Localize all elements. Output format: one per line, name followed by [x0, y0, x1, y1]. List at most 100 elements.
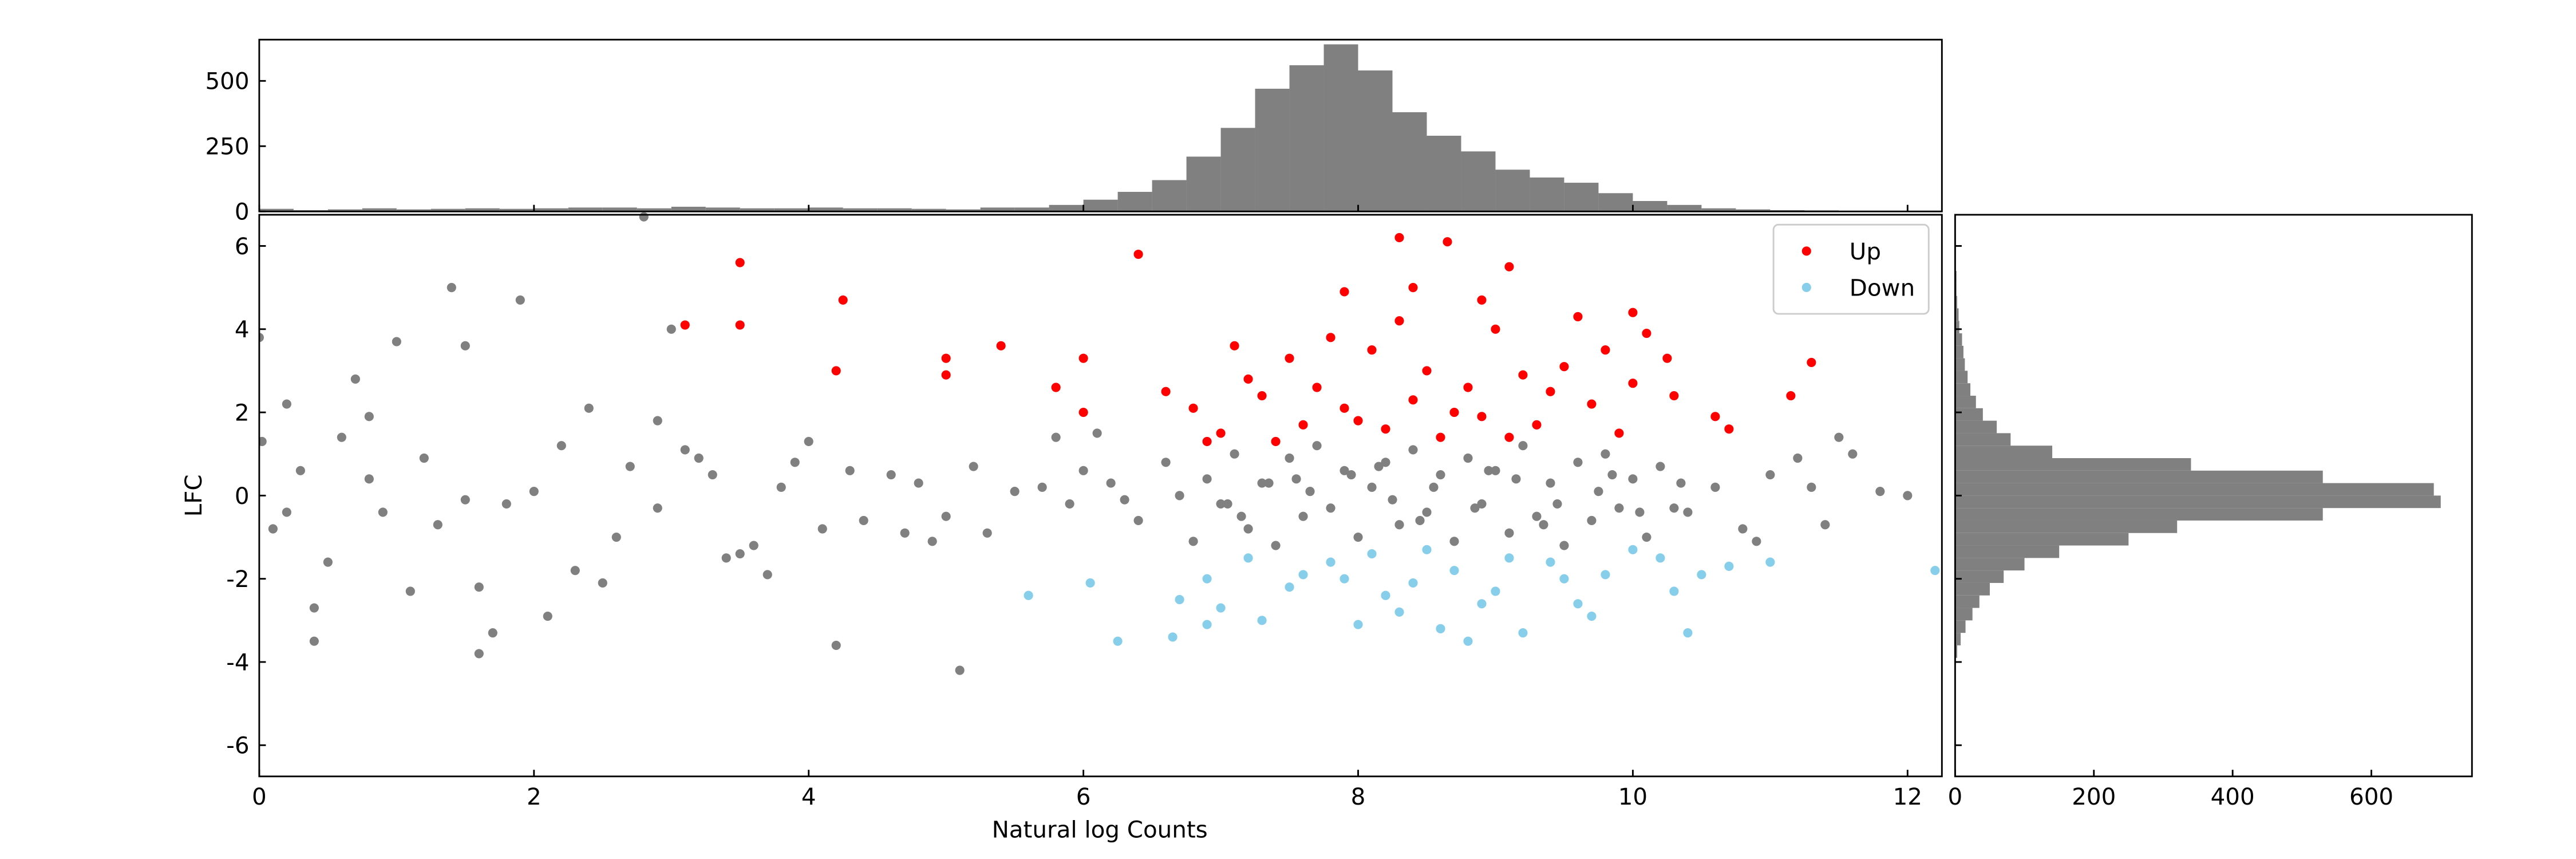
- point: [804, 436, 813, 447]
- point: [625, 462, 635, 471]
- point: [1607, 470, 1617, 480]
- hist-bar: [1358, 70, 1393, 212]
- point: [1628, 474, 1638, 484]
- point: [1807, 482, 1816, 492]
- point: [1491, 324, 1500, 334]
- hist-bar: [1955, 358, 1965, 371]
- point: [1264, 478, 1274, 488]
- hist-bar: [1955, 345, 1963, 358]
- point: [556, 441, 566, 451]
- point: [1257, 478, 1267, 488]
- point: [859, 515, 868, 526]
- hist-bar: [1955, 470, 2323, 483]
- point: [1628, 545, 1638, 554]
- hist-bar: [327, 209, 362, 212]
- point: [1635, 507, 1645, 517]
- panel-frame: [258, 38, 1943, 212]
- point: [309, 603, 319, 613]
- point: [996, 341, 1006, 350]
- hist-bar: [1955, 608, 1973, 621]
- point: [1875, 487, 1885, 497]
- hist-bar: [843, 208, 878, 212]
- x-tick-label: 400: [2211, 783, 2255, 810]
- hist-bar: [1633, 200, 1668, 212]
- hist-bar: [396, 209, 431, 212]
- hist-bar: [1955, 308, 1959, 321]
- hist-bar: [1220, 128, 1255, 212]
- point: [941, 353, 951, 363]
- point: [838, 295, 848, 305]
- hist-bar: [1255, 88, 1290, 212]
- point: [447, 283, 456, 293]
- point: [1559, 574, 1569, 584]
- hist-bar: [1564, 183, 1599, 212]
- point: [1793, 453, 1803, 463]
- point: [474, 649, 484, 659]
- point: [1656, 553, 1665, 563]
- hist-bar: [1955, 620, 1966, 633]
- point: [927, 537, 937, 546]
- point: [1078, 466, 1088, 475]
- point: [1271, 541, 1281, 550]
- point: [1271, 436, 1281, 447]
- hist-bar: [1955, 520, 2178, 533]
- point: [831, 366, 841, 376]
- hist-bar: [1117, 192, 1152, 212]
- point: [1470, 503, 1480, 513]
- point: [1381, 590, 1390, 600]
- point: [1518, 441, 1528, 451]
- point: [1587, 515, 1597, 526]
- point: [1601, 570, 1610, 580]
- point: [1422, 545, 1432, 554]
- hist-bar: [1955, 458, 2191, 471]
- x-tick-label: 4: [801, 783, 816, 810]
- hist-bar: [1289, 65, 1324, 212]
- point: [1436, 432, 1445, 442]
- point: [1175, 594, 1184, 605]
- point: [1477, 499, 1487, 509]
- hist-bar: [362, 208, 397, 212]
- point: [1408, 445, 1418, 455]
- point: [1216, 499, 1226, 509]
- x-axis-label: Natural log Counts: [992, 817, 1208, 844]
- point: [1353, 532, 1363, 542]
- point: [969, 462, 978, 471]
- point: [1422, 366, 1432, 376]
- y-tick-label: 0: [235, 483, 250, 510]
- point: [460, 341, 470, 350]
- point: [1532, 511, 1542, 521]
- point: [1628, 379, 1638, 388]
- point: [1484, 466, 1494, 475]
- hist-bar: [1152, 180, 1187, 212]
- point: [1710, 412, 1720, 421]
- point: [1724, 424, 1734, 434]
- point: [1765, 470, 1775, 480]
- point: [1367, 549, 1377, 559]
- point: [1628, 308, 1638, 317]
- point: [1594, 487, 1603, 497]
- hist-bar: [1955, 295, 1958, 309]
- y-axis-label: LFC: [180, 474, 207, 517]
- point: [1188, 403, 1198, 413]
- hist-bar: [1667, 204, 1702, 212]
- hist-bar: [1323, 44, 1358, 212]
- y-tick-label: -2: [226, 566, 249, 593]
- point: [1340, 403, 1349, 413]
- point: [1463, 636, 1473, 646]
- hist-bar: [1736, 209, 1771, 212]
- point: [1408, 578, 1418, 588]
- hist-bar: [740, 208, 775, 212]
- point: [1449, 408, 1459, 417]
- point: [1669, 586, 1679, 596]
- legend-box: [1772, 223, 1930, 315]
- point: [1463, 453, 1473, 463]
- point: [309, 636, 319, 646]
- point: [1642, 328, 1652, 338]
- point: [1834, 432, 1844, 442]
- point: [1243, 374, 1253, 384]
- point: [1065, 499, 1074, 509]
- point: [1394, 233, 1404, 243]
- point: [1518, 370, 1528, 380]
- point: [1078, 408, 1088, 417]
- hist-bar: [499, 208, 534, 212]
